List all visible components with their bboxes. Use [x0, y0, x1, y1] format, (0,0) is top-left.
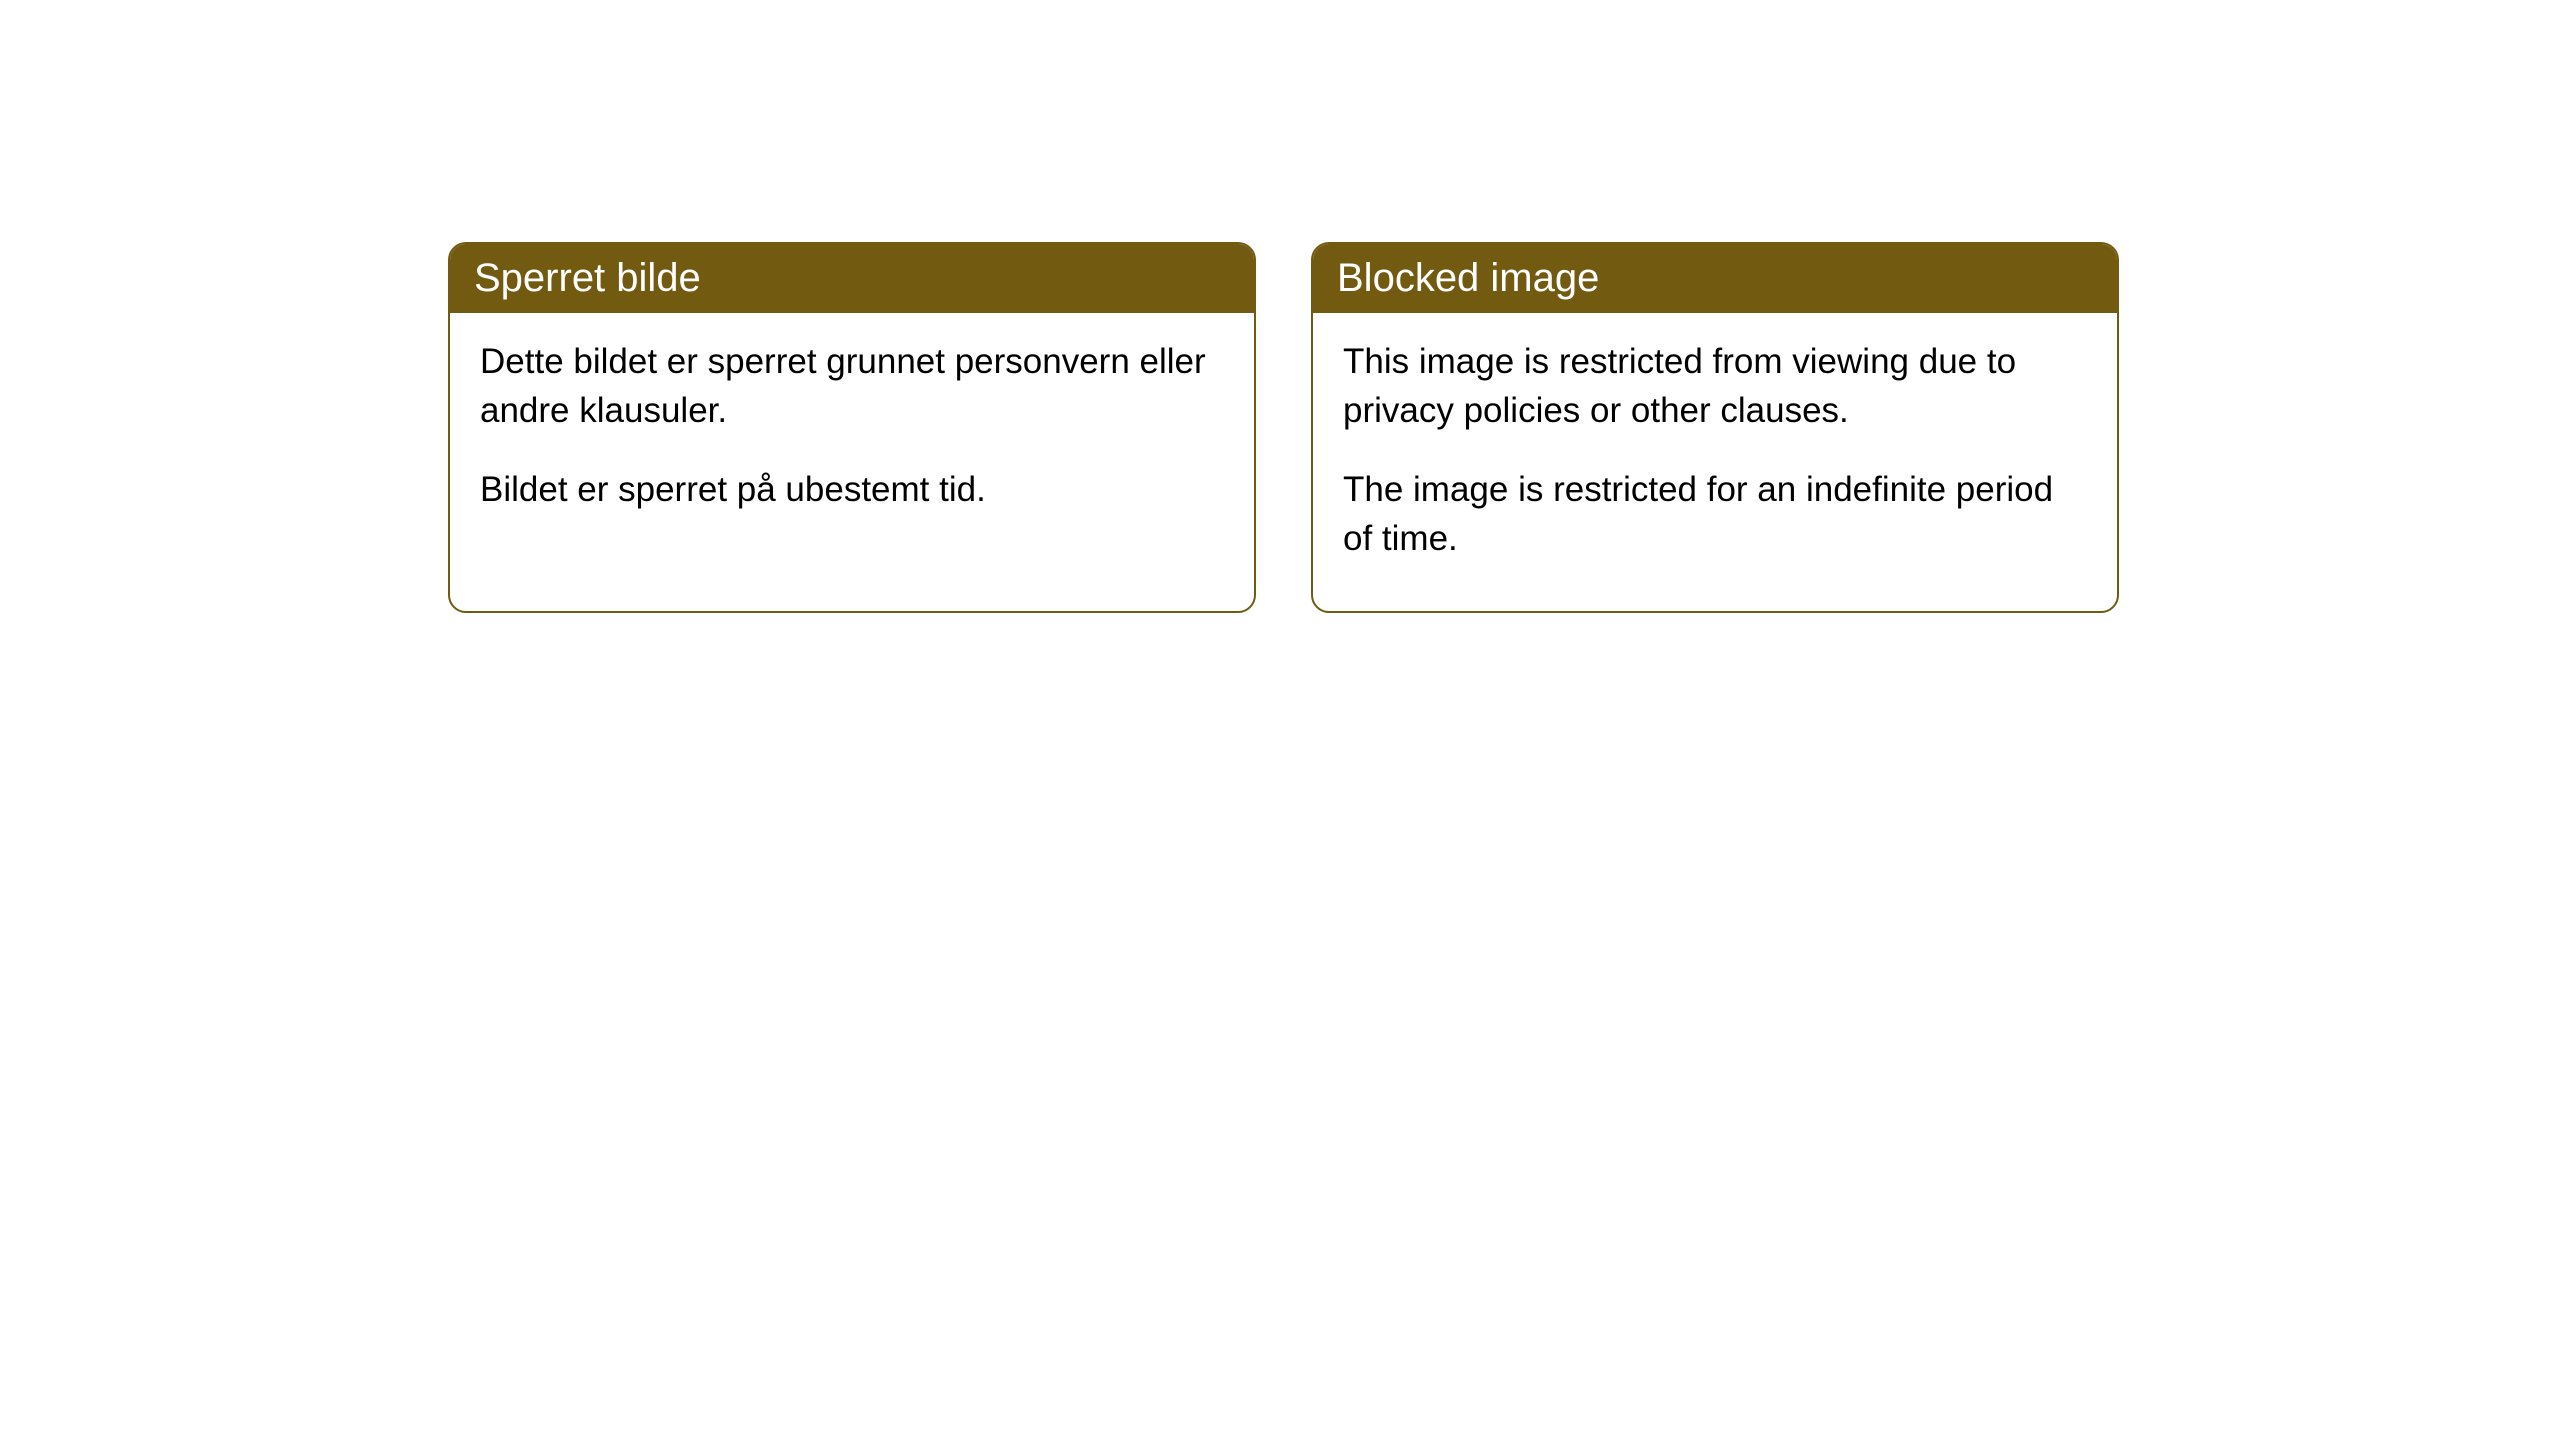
- card-body: This image is restricted from viewing du…: [1313, 313, 2117, 611]
- blocked-image-card-norwegian: Sperret bilde Dette bildet er sperret gr…: [448, 242, 1256, 613]
- cards-container: Sperret bilde Dette bildet er sperret gr…: [0, 0, 2560, 613]
- card-paragraph: Dette bildet er sperret grunnet personve…: [480, 337, 1224, 435]
- card-header: Blocked image: [1313, 244, 2117, 313]
- card-header: Sperret bilde: [450, 244, 1254, 313]
- blocked-image-card-english: Blocked image This image is restricted f…: [1311, 242, 2119, 613]
- card-paragraph: The image is restricted for an indefinit…: [1343, 465, 2087, 563]
- card-paragraph: This image is restricted from viewing du…: [1343, 337, 2087, 435]
- card-body: Dette bildet er sperret grunnet personve…: [450, 313, 1254, 562]
- card-paragraph: Bildet er sperret på ubestemt tid.: [480, 465, 1224, 514]
